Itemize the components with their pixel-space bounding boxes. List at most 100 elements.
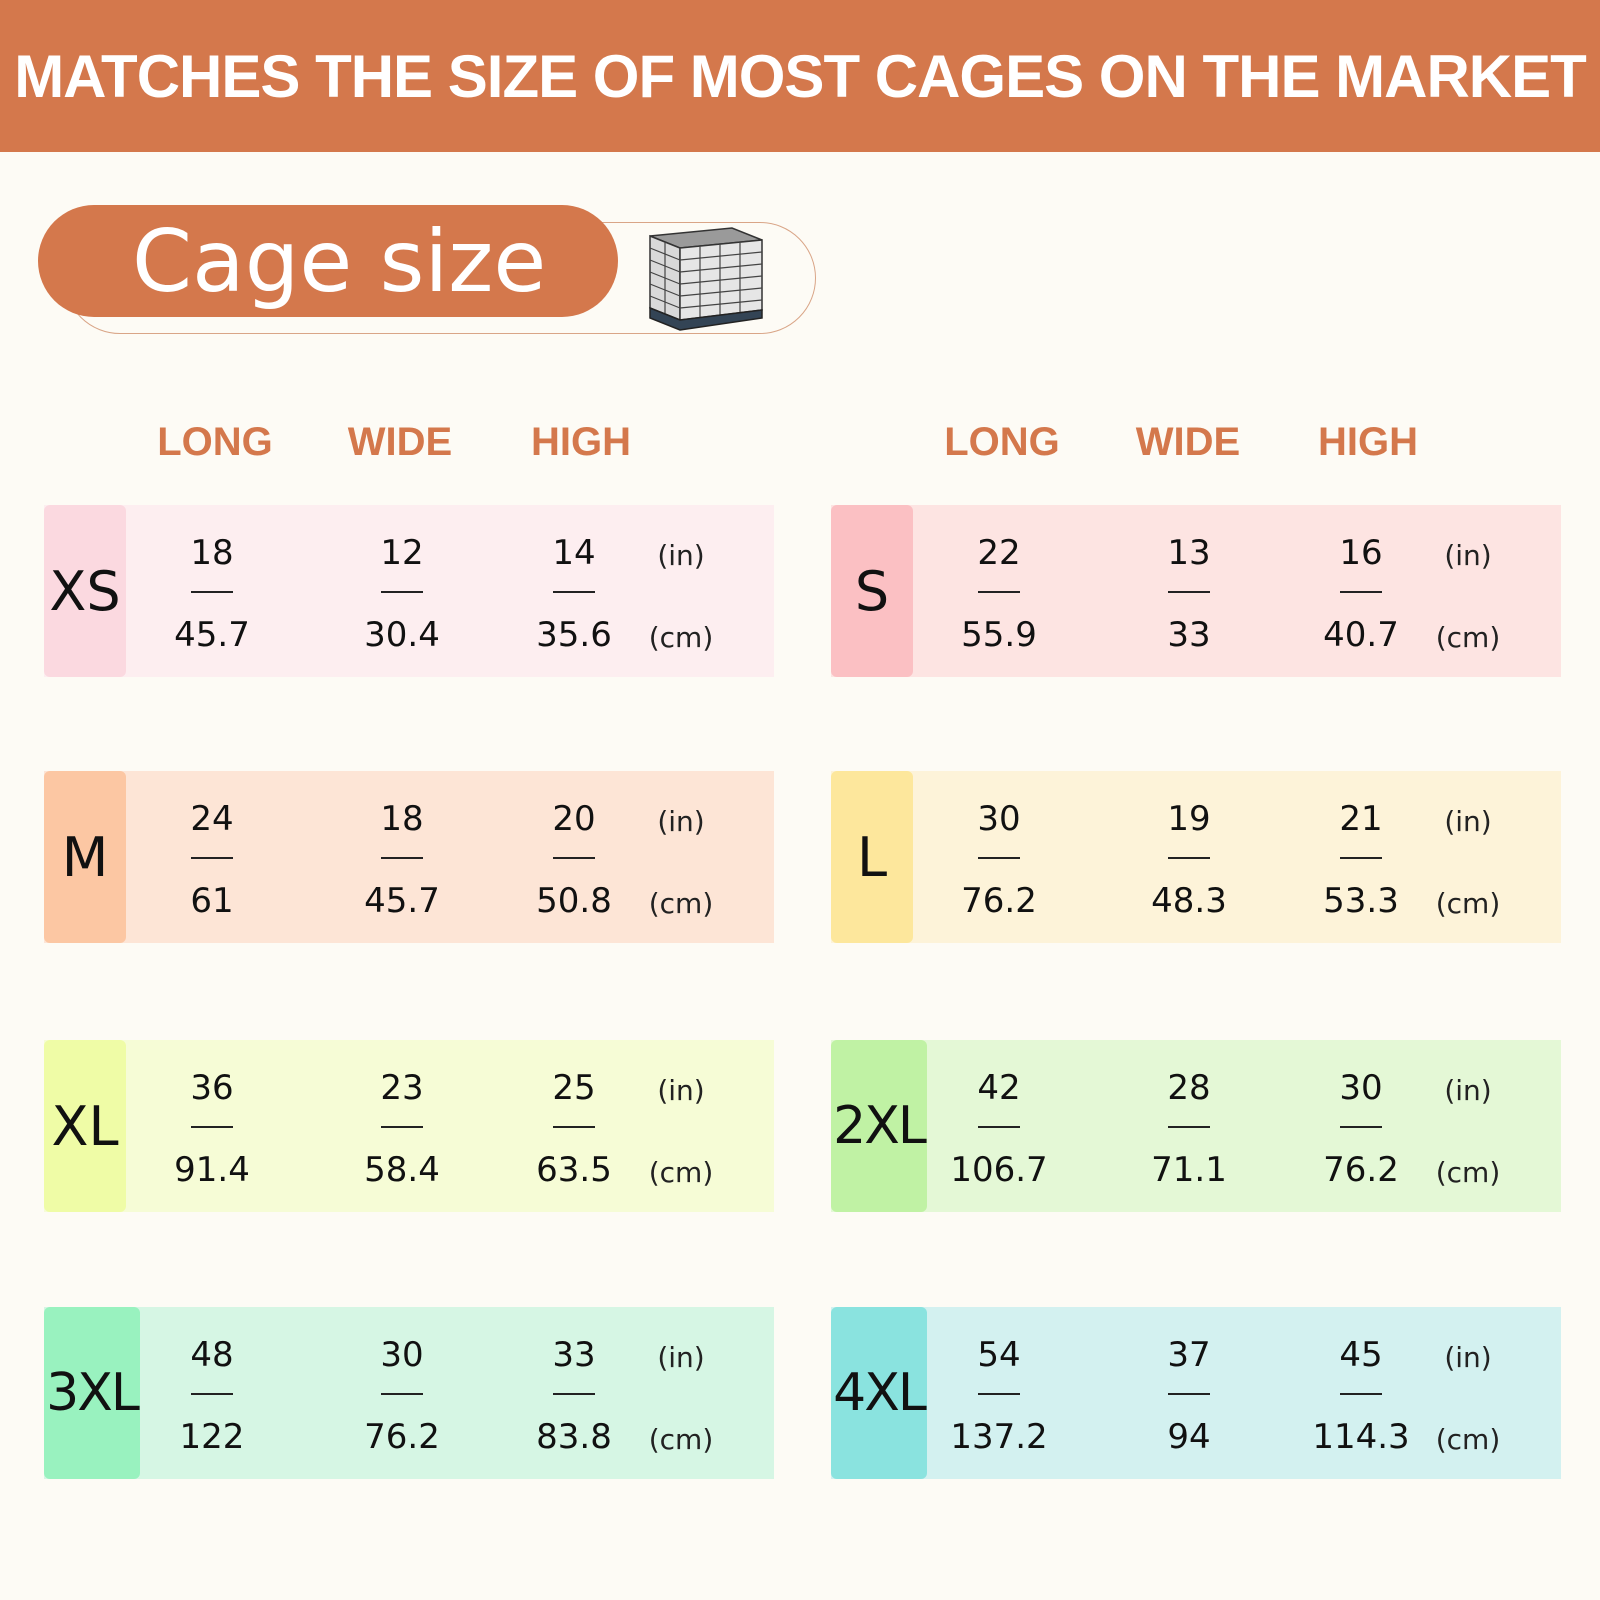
fraction-divider — [978, 591, 1020, 593]
size-label: 2XL — [831, 1040, 927, 1212]
high-inches: 45 — [1339, 1335, 1383, 1375]
high-inches: 14 — [552, 533, 596, 573]
long-inches: 48 — [190, 1335, 234, 1375]
unit-centimeters-label: (cm) — [648, 887, 714, 920]
high-inches: 20 — [552, 799, 596, 839]
high-centimeters: 76.2 — [1323, 1150, 1399, 1190]
wide-centimeters: 58.4 — [364, 1150, 440, 1190]
fraction-divider — [1340, 591, 1382, 593]
wide-inches: 37 — [1167, 1335, 1211, 1375]
fraction-divider — [1340, 1126, 1382, 1128]
unit-centimeters-label: (cm) — [1435, 621, 1501, 654]
high-inches: 16 — [1339, 533, 1383, 573]
size-label: XS — [44, 505, 126, 677]
fraction-divider — [1340, 857, 1382, 859]
wide-inches: 13 — [1167, 533, 1211, 573]
fraction-divider — [191, 1126, 233, 1128]
fraction-divider — [553, 857, 595, 859]
unit-inches-label: (in) — [657, 539, 705, 572]
wide-inches: 30 — [380, 1335, 424, 1375]
wide-inches: 23 — [380, 1068, 424, 1108]
long-inches: 18 — [190, 533, 234, 573]
long-inches: 54 — [977, 1335, 1021, 1375]
cage-icon — [649, 227, 763, 331]
size-row-xl: XL 36 91.4 23 58.4 25 63.5 (in) (cm) — [44, 1040, 774, 1212]
fraction-divider — [381, 591, 423, 593]
unit-inches-label: (in) — [1444, 1341, 1492, 1374]
section-pill — [38, 205, 618, 317]
unit-inches-label: (in) — [657, 1341, 705, 1374]
size-label: 3XL — [44, 1307, 140, 1479]
col-header-wide-left: WIDE — [347, 420, 453, 464]
high-centimeters: 35.6 — [536, 615, 612, 655]
long-centimeters: 106.7 — [950, 1150, 1048, 1190]
fraction-divider — [978, 1393, 1020, 1395]
long-centimeters: 91.4 — [174, 1150, 250, 1190]
long-centimeters: 55.9 — [961, 615, 1037, 655]
high-centimeters: 53.3 — [1323, 881, 1399, 921]
high-centimeters: 40.7 — [1323, 615, 1399, 655]
size-row-s: S 22 55.9 13 33 16 40.7 (in) (cm) — [831, 505, 1561, 677]
long-centimeters: 45.7 — [174, 615, 250, 655]
size-row-l: L 30 76.2 19 48.3 21 53.3 (in) (cm) — [831, 771, 1561, 943]
fraction-divider — [978, 857, 1020, 859]
wide-centimeters: 71.1 — [1151, 1150, 1227, 1190]
long-centimeters: 122 — [179, 1417, 245, 1457]
fraction-divider — [978, 1126, 1020, 1128]
fraction-divider — [1168, 591, 1210, 593]
fraction-divider — [1168, 1126, 1210, 1128]
high-centimeters: 50.8 — [536, 881, 612, 921]
size-label: M — [44, 771, 126, 943]
unit-inches-label: (in) — [657, 805, 705, 838]
fraction-divider — [191, 857, 233, 859]
col-header-long-left: LONG — [157, 420, 273, 464]
unit-centimeters-label: (cm) — [1435, 887, 1501, 920]
fraction-divider — [381, 1126, 423, 1128]
section-title: Cage size — [132, 212, 547, 312]
size-row-3xl: 3XL 48 122 30 76.2 33 83.8 (in) (cm) — [44, 1307, 774, 1479]
wide-inches: 12 — [380, 533, 424, 573]
unit-centimeters-label: (cm) — [648, 1423, 714, 1456]
col-header-high-left: HIGH — [531, 420, 631, 464]
wide-inches: 19 — [1167, 799, 1211, 839]
header-banner: MATCHES THE SIZE OF MOST CAGES ON THE MA… — [0, 0, 1600, 152]
high-centimeters: 63.5 — [536, 1150, 612, 1190]
long-inches: 30 — [977, 799, 1021, 839]
wide-centimeters: 45.7 — [364, 881, 440, 921]
wide-centimeters: 94 — [1167, 1417, 1211, 1457]
size-label: L — [831, 771, 913, 943]
long-inches: 22 — [977, 533, 1021, 573]
unit-inches-label: (in) — [1444, 805, 1492, 838]
fraction-divider — [1340, 1393, 1382, 1395]
high-inches: 21 — [1339, 799, 1383, 839]
size-label: S — [831, 505, 913, 677]
fraction-divider — [1168, 857, 1210, 859]
wide-centimeters: 30.4 — [364, 615, 440, 655]
fraction-divider — [553, 1393, 595, 1395]
fraction-divider — [553, 591, 595, 593]
high-inches: 25 — [552, 1068, 596, 1108]
fraction-divider — [191, 591, 233, 593]
size-row-m: M 24 61 18 45.7 20 50.8 (in) (cm) — [44, 771, 774, 943]
fraction-divider — [381, 1393, 423, 1395]
long-centimeters: 76.2 — [961, 881, 1037, 921]
banner-title: MATCHES THE SIZE OF MOST CAGES ON THE MA… — [14, 42, 1587, 110]
unit-centimeters-label: (cm) — [648, 1156, 714, 1189]
fraction-divider — [553, 1126, 595, 1128]
long-inches: 36 — [190, 1068, 234, 1108]
fraction-divider — [1168, 1393, 1210, 1395]
wide-centimeters: 33 — [1167, 615, 1211, 655]
size-row-4xl: 4XL 54 137.2 37 94 45 114.3 (in) (cm) — [831, 1307, 1561, 1479]
high-inches: 33 — [552, 1335, 596, 1375]
unit-centimeters-label: (cm) — [1435, 1156, 1501, 1189]
col-header-wide-right: WIDE — [1135, 420, 1241, 464]
long-centimeters: 61 — [190, 881, 234, 921]
size-row-xs: XS 18 45.7 12 30.4 14 35.6 (in) (cm) — [44, 505, 774, 677]
col-header-high-right: HIGH — [1318, 420, 1418, 464]
high-inches: 30 — [1339, 1068, 1383, 1108]
wide-centimeters: 48.3 — [1151, 881, 1227, 921]
wide-inches: 28 — [1167, 1068, 1211, 1108]
long-inches: 42 — [977, 1068, 1021, 1108]
unit-inches-label: (in) — [657, 1074, 705, 1107]
size-label: XL — [44, 1040, 126, 1212]
